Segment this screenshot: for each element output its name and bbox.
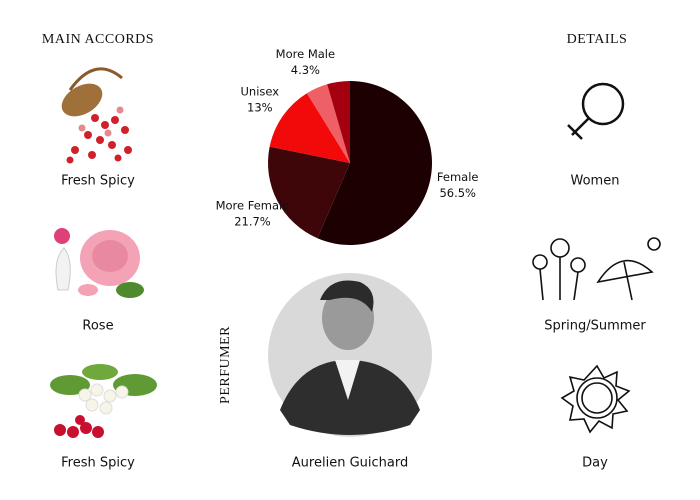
slice-value: 4.3% xyxy=(291,63,320,77)
accord-image xyxy=(54,228,144,298)
accord-name: Fresh Spicy xyxy=(61,456,135,471)
detail-icon xyxy=(567,82,625,140)
accord-name: Fresh Spicy xyxy=(61,174,135,189)
perfumer-name: Aurelien Guichard xyxy=(292,456,408,471)
slice-value: 21.7% xyxy=(234,214,271,228)
section-header: MAIN ACCORDS xyxy=(42,32,154,47)
accord-image xyxy=(61,67,132,164)
slice-label: More Female xyxy=(216,198,290,212)
slice-label: Female xyxy=(437,170,479,184)
detail-name: Day xyxy=(582,456,608,471)
detail-name: Spring/Summer xyxy=(544,319,646,334)
perfumer-photo xyxy=(268,273,432,437)
slice-label: More Male xyxy=(276,47,335,61)
detail-name: Women xyxy=(571,174,620,189)
pie-slice xyxy=(269,93,350,163)
slice-value: 56.5% xyxy=(439,186,476,200)
section-header: DETAILS xyxy=(567,32,628,47)
pie-slice xyxy=(267,146,350,239)
pie-slice xyxy=(306,84,350,163)
pie-slice xyxy=(317,81,432,246)
detail-icon xyxy=(532,237,661,301)
accord-name: Rose xyxy=(82,319,113,334)
pie-slice xyxy=(327,81,350,163)
accord-image xyxy=(50,364,157,438)
perfumer-label: PERFUMER xyxy=(218,326,233,404)
detail-icon xyxy=(560,364,631,434)
slice-value: 13% xyxy=(247,101,273,115)
slice-label: Unisex xyxy=(241,85,280,99)
